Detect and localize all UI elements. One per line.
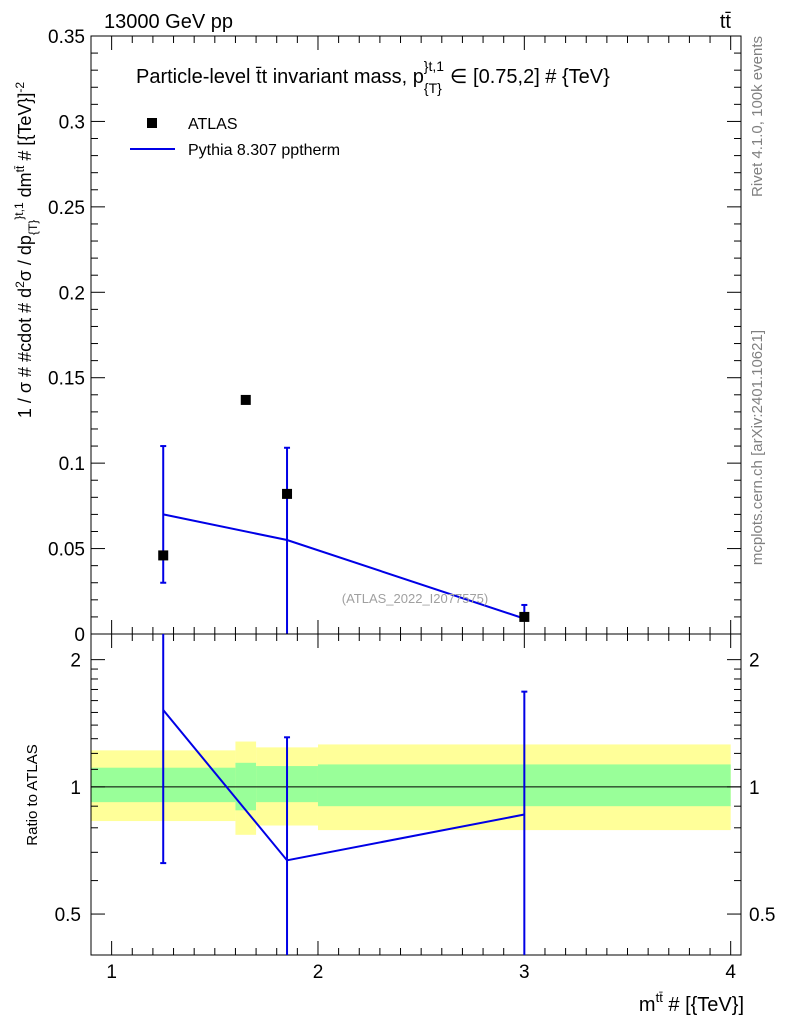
atlas-data-point <box>282 488 293 499</box>
process-label: tt̄ <box>720 11 732 33</box>
atlas-data-point <box>240 394 251 405</box>
main-y-ticks: 0 0.05 0.1 0.15 0.2 0.25 0.3 0.35 <box>48 27 741 646</box>
ratio-uncertainty-bands <box>91 741 731 835</box>
ratio-y-tick-label-right: 2 <box>749 651 760 672</box>
main-panel: 0 0.05 0.1 0.15 0.2 0.25 0.3 0.35 (ATLAS_2022_I… <box>12 27 742 646</box>
main-y-tick-label: 0.2 <box>59 283 85 304</box>
legend: ATLAS Pythia 8.307 pptherm <box>130 116 340 159</box>
energy-label: 13000 GeV pp <box>104 11 233 33</box>
main-y-axis-label: 1 / σ # #cdot # d2σ / dp{T}}t,1 dmtt̄ # … <box>12 82 40 418</box>
ratio-x-tick-label: 3 <box>519 962 530 983</box>
chart-title-sup: }t,1 <box>424 58 444 74</box>
chart-title: Particle-level t̄t invariant mass, p{T}}… <box>136 58 610 96</box>
main-y-tick-label: 0.1 <box>59 454 85 475</box>
ratio-x-tick-label: 4 <box>725 962 736 983</box>
chart-title-suffix: ∈ [0.75,2] # {TeV} <box>450 66 610 88</box>
ratio-panel: 1 2 3 4 0.5 0.5 1 1 2 2 Ratio to ATLAS mtt̄ # [{T… <box>24 633 775 1016</box>
chart-title-sub: {T} <box>424 80 442 96</box>
main-y-tick-label: 0.25 <box>48 198 85 219</box>
analysis-watermark: (ATLAS_2022_I2077575) <box>342 591 488 606</box>
ratio-y-tick-label-right: 0.5 <box>749 905 775 926</box>
ratio-y-tick-label: 0.5 <box>55 905 81 926</box>
ratio-frame-border <box>90 633 742 956</box>
atlas-data-point <box>519 611 530 622</box>
ratio-y-tick-label-right: 1 <box>749 778 760 799</box>
ratio-series <box>160 634 528 955</box>
atlas-data-point <box>158 550 169 561</box>
main-y-tick-label: 0.3 <box>59 112 85 133</box>
legend-pythia-label: Pythia 8.307 pptherm <box>188 142 340 159</box>
legend-atlas-label: ATLAS <box>188 116 238 133</box>
ratio-y-axis-label: Ratio to ATLAS <box>24 744 41 845</box>
main-y-tick-label: 0.15 <box>48 369 85 390</box>
ratio-x-tick-label: 1 <box>106 962 117 983</box>
ratio-y-tick-label: 2 <box>70 651 81 672</box>
main-y-tick-label: 0.05 <box>48 540 85 561</box>
rivet-label: Rivet 4.1.0, 100k events <box>749 36 766 197</box>
ratio-plot-frame <box>90 633 742 956</box>
main-y-tick-label: 0 <box>74 625 85 646</box>
legend-atlas-marker <box>147 118 157 128</box>
main-series <box>158 394 530 634</box>
chart-title-prefix: Particle-level t̄t invariant mass, p <box>136 66 424 88</box>
mcplots-label: mcplots.cern.ch [arXiv:2401.10621] <box>749 330 766 565</box>
ratio-y-tick-label: 1 <box>70 778 81 799</box>
ratio-x-tick-label: 2 <box>313 962 324 983</box>
ratio-ticks: 1 2 3 4 0.5 0.5 1 1 2 2 <box>55 634 775 983</box>
main-y-tick-label: 0.35 <box>48 27 85 48</box>
x-axis-label: mtt̄ # [{TeV}] <box>639 990 744 1016</box>
